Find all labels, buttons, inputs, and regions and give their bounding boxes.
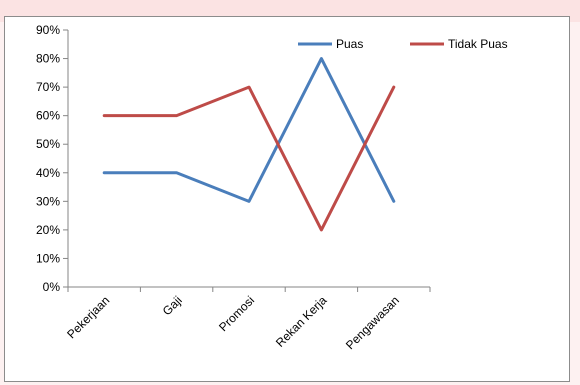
x-tick-label: Pekerjaan <box>64 293 112 341</box>
y-tick-label: 20% <box>36 223 60 237</box>
chart-area <box>4 16 570 382</box>
legend-label: Tidak Puas <box>448 37 508 51</box>
y-tick-label: 40% <box>36 166 60 180</box>
y-tick-label: 10% <box>36 251 60 265</box>
y-tick-label: 80% <box>36 52 60 66</box>
x-tick-label: Gaji <box>160 293 185 318</box>
y-tick-label: 60% <box>36 109 60 123</box>
y-tick-label: 50% <box>36 137 60 151</box>
series-line-tidak-puas <box>102 85 396 232</box>
y-tick-label: 70% <box>36 80 60 94</box>
legend: Puas Tidak Puas <box>298 37 508 51</box>
y-tick-label: 0% <box>43 280 61 294</box>
y-tick-label: 90% <box>36 23 60 37</box>
x-tick-label: Pengawasan <box>343 293 402 352</box>
y-tick-label: 30% <box>36 194 60 208</box>
x-axis: Pekerjaan Gaji Promosi Rekan Kerja Pengawasa… <box>64 286 431 352</box>
x-tick-label: Rekan Kerja <box>273 293 330 350</box>
series-line-puas <box>102 57 396 203</box>
series-lines <box>102 57 396 232</box>
legend-label: Puas <box>336 37 363 51</box>
x-tick-label: Promosi <box>216 293 257 334</box>
y-axis: 0% 10% 20% 30% 40% 50% 60% 70% 80% 90% <box>36 23 69 294</box>
